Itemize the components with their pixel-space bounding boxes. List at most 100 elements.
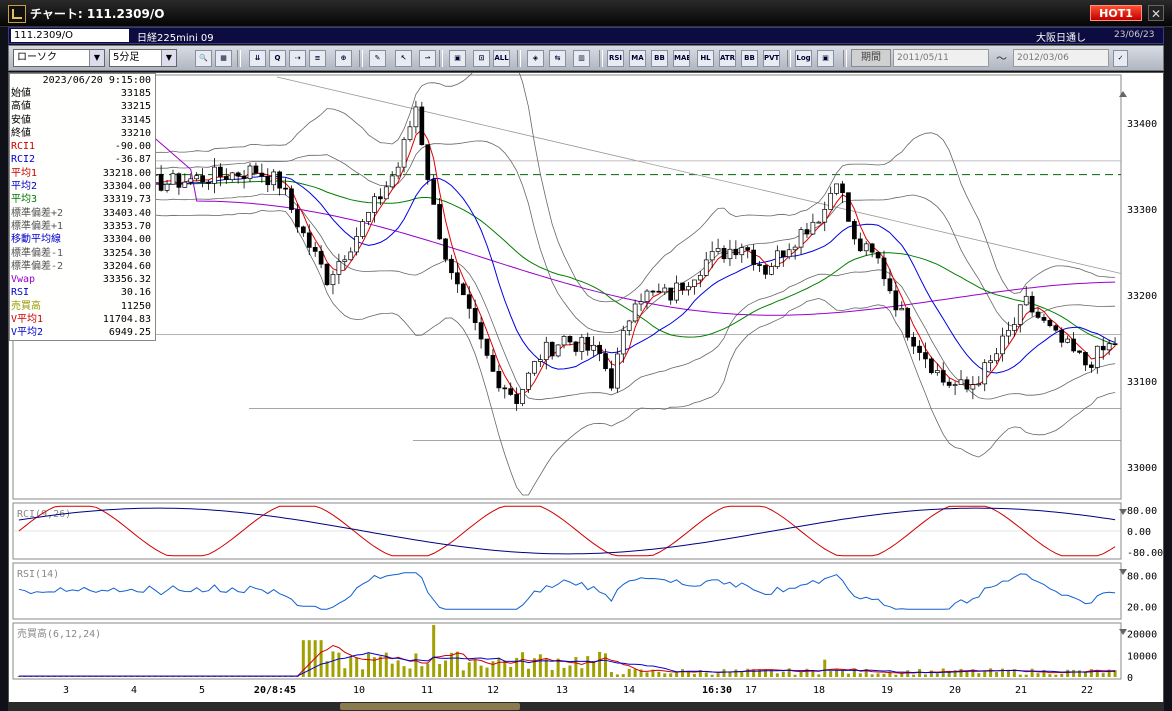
candle-body (822, 209, 828, 223)
volume-bar (432, 625, 436, 677)
candle-body (277, 171, 282, 189)
toolbar-button-18[interactable]: BB (651, 50, 668, 67)
volume-bar (769, 669, 773, 677)
panel-row-label: 標準偏差-1 (11, 247, 64, 259)
panel-row-value: 33185 (120, 88, 151, 99)
volume-bar (722, 669, 726, 677)
candle-body (449, 258, 454, 274)
candle-body (188, 178, 194, 183)
volume-bar (479, 665, 483, 677)
toolbar-button-3[interactable]: Q (269, 50, 286, 67)
candle-body (443, 238, 448, 260)
scrollbar-thumb[interactable] (340, 703, 520, 710)
candle-body (1000, 335, 1005, 355)
panel-row: 始値 33185 (10, 87, 155, 100)
chart-type-value: ローソク (17, 52, 57, 63)
candle-body (306, 232, 312, 248)
volume-bar (888, 671, 892, 677)
checkbox-icon[interactable]: ✓ (1113, 50, 1128, 67)
panel-row-label: 標準偏差-2 (11, 260, 64, 272)
toolbar-button-17[interactable]: MA (629, 50, 646, 67)
price-axis-label: 33100 (1127, 377, 1157, 388)
volume-bar (799, 671, 803, 677)
toolbar-button-16[interactable]: RSI (607, 50, 624, 67)
candle-body (774, 250, 780, 267)
toolbar-button-24[interactable]: Log (795, 50, 812, 67)
interval-select[interactable]: 5分足 ▼ (109, 49, 177, 67)
candle-body (348, 251, 354, 261)
symbol-code-input[interactable]: 111.2309/O (11, 29, 129, 42)
panel-row-value: 33145 (120, 114, 151, 126)
toolbar-button-10[interactable]: ▣ (449, 50, 466, 67)
volume-bar (515, 657, 519, 677)
toolbar-button-25[interactable]: ▣ (817, 50, 834, 67)
candle-body (798, 229, 804, 248)
date-from-field[interactable]: 2011/05/11 (893, 49, 989, 67)
candle-body (869, 243, 875, 253)
hot-button[interactable]: HOT1 (1090, 5, 1142, 21)
volume-bar (793, 674, 797, 677)
candle-body (615, 353, 620, 389)
candle-body (591, 344, 597, 351)
panel-row: 平均1 33218.00 (10, 167, 155, 180)
volume-bar (491, 661, 495, 677)
volume-bar (1018, 674, 1022, 677)
x-axis-label: 18 (813, 685, 825, 696)
volume-bar (556, 658, 560, 677)
symbol-name: 日経225mini 09 (137, 33, 214, 44)
volume-bar (740, 671, 744, 677)
toolbar-button-15[interactable]: ▥ (573, 50, 590, 67)
toolbar-button-11[interactable]: ⊡ (473, 50, 490, 67)
toolbar-button-7[interactable]: ✎ (369, 50, 386, 67)
toolbar-button-22[interactable]: BB (741, 50, 758, 67)
toolbar-button-2[interactable]: ⇊ (249, 50, 266, 67)
volume-bar (823, 659, 827, 677)
volume-bar (923, 674, 927, 677)
volume-bar (698, 669, 702, 677)
candle-body (182, 181, 188, 188)
candle-body (431, 179, 437, 205)
chevron-down-icon[interactable]: ▼ (89, 50, 104, 66)
toolbar-button-6[interactable]: ⊕ (335, 50, 352, 67)
toolbar-button-8[interactable]: ↖ (395, 50, 412, 67)
candle-body (585, 336, 591, 351)
close-button[interactable]: ✕ (1148, 5, 1164, 21)
x-axis-label: 11 (421, 685, 433, 696)
horizontal-scrollbar[interactable] (8, 702, 1164, 711)
toolbar-button-5[interactable]: ≡ (309, 50, 326, 67)
volume-bar (805, 668, 809, 677)
candle-body (330, 274, 336, 286)
toolbar-button-19[interactable]: MAE (673, 50, 690, 67)
toolbar-button-21[interactable]: ATR (719, 50, 736, 67)
panel-row: RSI 30.16 (10, 286, 155, 299)
candle-body (508, 388, 514, 395)
volume-bar (1030, 668, 1034, 677)
candle-body (638, 301, 644, 305)
scroll-up-icon (1119, 629, 1127, 635)
toolbar-button-12[interactable]: ALL (493, 50, 510, 67)
toolbar-button-1[interactable]: ▦ (215, 50, 232, 67)
panel-row-value: 33403.40 (102, 207, 151, 219)
toolbar-button-4[interactable]: ⇢ (289, 50, 306, 67)
chart-area[interactable]: 3 4 5 20/8:45 10 11 12 13 14 16:30 17 18 19 20 21 22 334… (8, 50, 1164, 708)
chevron-down-icon[interactable]: ▼ (161, 50, 176, 66)
candle-body (893, 290, 899, 311)
candle-body (786, 249, 792, 258)
volume-bar (1006, 671, 1010, 677)
panel-row-value: -36.87 (114, 154, 151, 166)
candle-body (200, 175, 205, 183)
chart-type-select[interactable]: ローソク ▼ (13, 49, 105, 67)
date-to-field[interactable]: 2012/03/06 (1013, 49, 1109, 67)
toolbar-button-14[interactable]: ⇆ (549, 50, 566, 67)
candle-body (988, 360, 993, 364)
toolbar-button-13[interactable]: ◈ (527, 50, 544, 67)
toolbar-button-0[interactable]: 🔍 (195, 50, 212, 67)
candle-body (887, 278, 893, 292)
panel-row: 平均3 33319.73 (10, 193, 155, 206)
toolbar-button-9[interactable]: ⇀ (419, 50, 436, 67)
candle-body (1077, 350, 1082, 353)
toolbar-button-20[interactable]: HL (697, 50, 714, 67)
volume-bar (947, 672, 951, 677)
toolbar-button-23[interactable]: PVT (763, 50, 780, 67)
candle-body (478, 322, 484, 340)
